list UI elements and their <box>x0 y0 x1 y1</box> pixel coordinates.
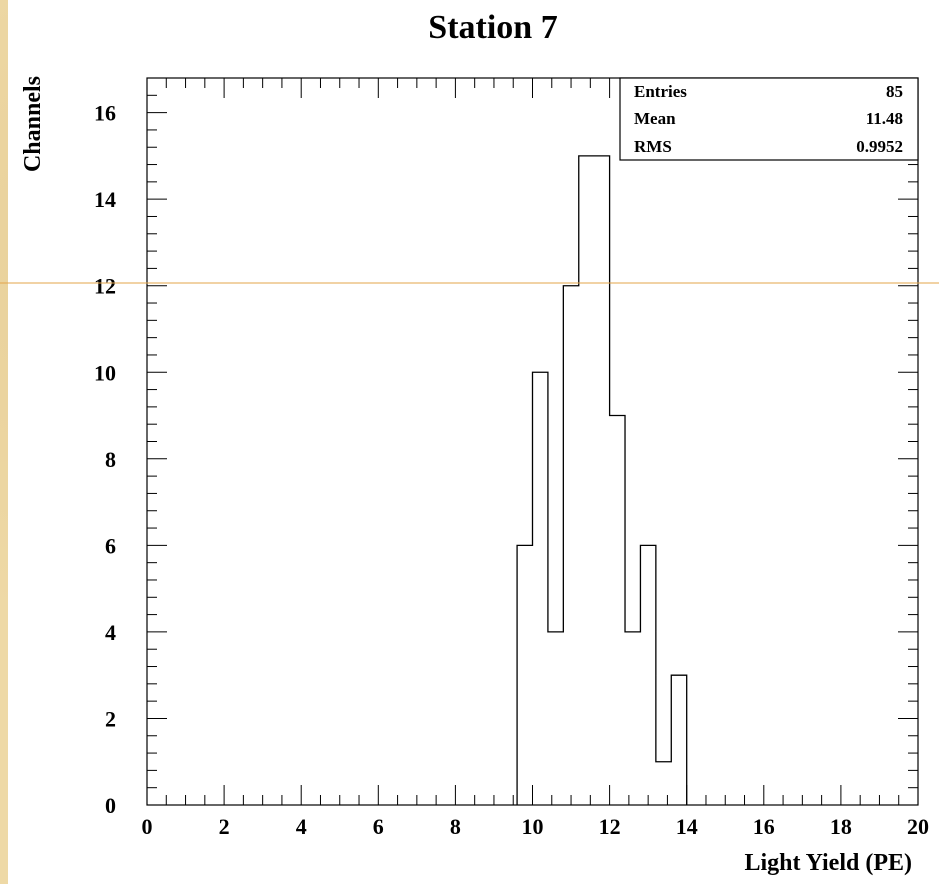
y-tick-label: 10 <box>94 360 116 385</box>
x-tick-label: 8 <box>450 814 461 839</box>
y-tick-label: 8 <box>105 447 116 472</box>
x-tick-label: 20 <box>907 814 929 839</box>
stats-entries-value: 85 <box>886 82 903 101</box>
y-tick-label: 4 <box>105 620 116 645</box>
y-tick-label: 14 <box>94 187 116 212</box>
x-tick-label: 4 <box>296 814 307 839</box>
y-tick-labels: 0 2 4 6 8 10 12 14 16 <box>94 101 116 818</box>
x-tick-label: 12 <box>599 814 621 839</box>
x-tick-labels: 0 2 4 6 8 10 12 14 16 18 20 <box>142 814 930 839</box>
stats-mean-value: 11.48 <box>866 109 903 128</box>
stats-box: Entries 85 Mean 11.48 RMS 0.9952 <box>619 77 919 161</box>
x-tick-label: 18 <box>830 814 852 839</box>
stats-mean-label: Mean <box>634 109 676 128</box>
y-tick-label: 0 <box>105 793 116 818</box>
x-tick-label: 0 <box>142 814 153 839</box>
x-tick-label: 6 <box>373 814 384 839</box>
chart-title: Station 7 <box>428 9 557 46</box>
stats-rms-label: RMS <box>634 137 672 156</box>
y-axis-title: Channels <box>20 76 46 172</box>
x-axis-title: Light Yield (PE) <box>744 850 912 876</box>
stats-box-frame <box>619 77 919 161</box>
x-tick-label: 14 <box>676 814 698 839</box>
y-tick-label: 12 <box>94 274 116 299</box>
x-tick-label: 16 <box>753 814 775 839</box>
y-tick-label: 6 <box>105 533 116 558</box>
x-tick-label: 2 <box>219 814 230 839</box>
stats-entries-label: Entries <box>634 82 687 101</box>
y-tick-label: 16 <box>94 101 116 126</box>
y-tick-label: 2 <box>105 706 116 731</box>
histogram-outline <box>516 155 688 805</box>
x-tick-label: 10 <box>522 814 544 839</box>
stats-rms-value: 0.9952 <box>856 137 903 156</box>
